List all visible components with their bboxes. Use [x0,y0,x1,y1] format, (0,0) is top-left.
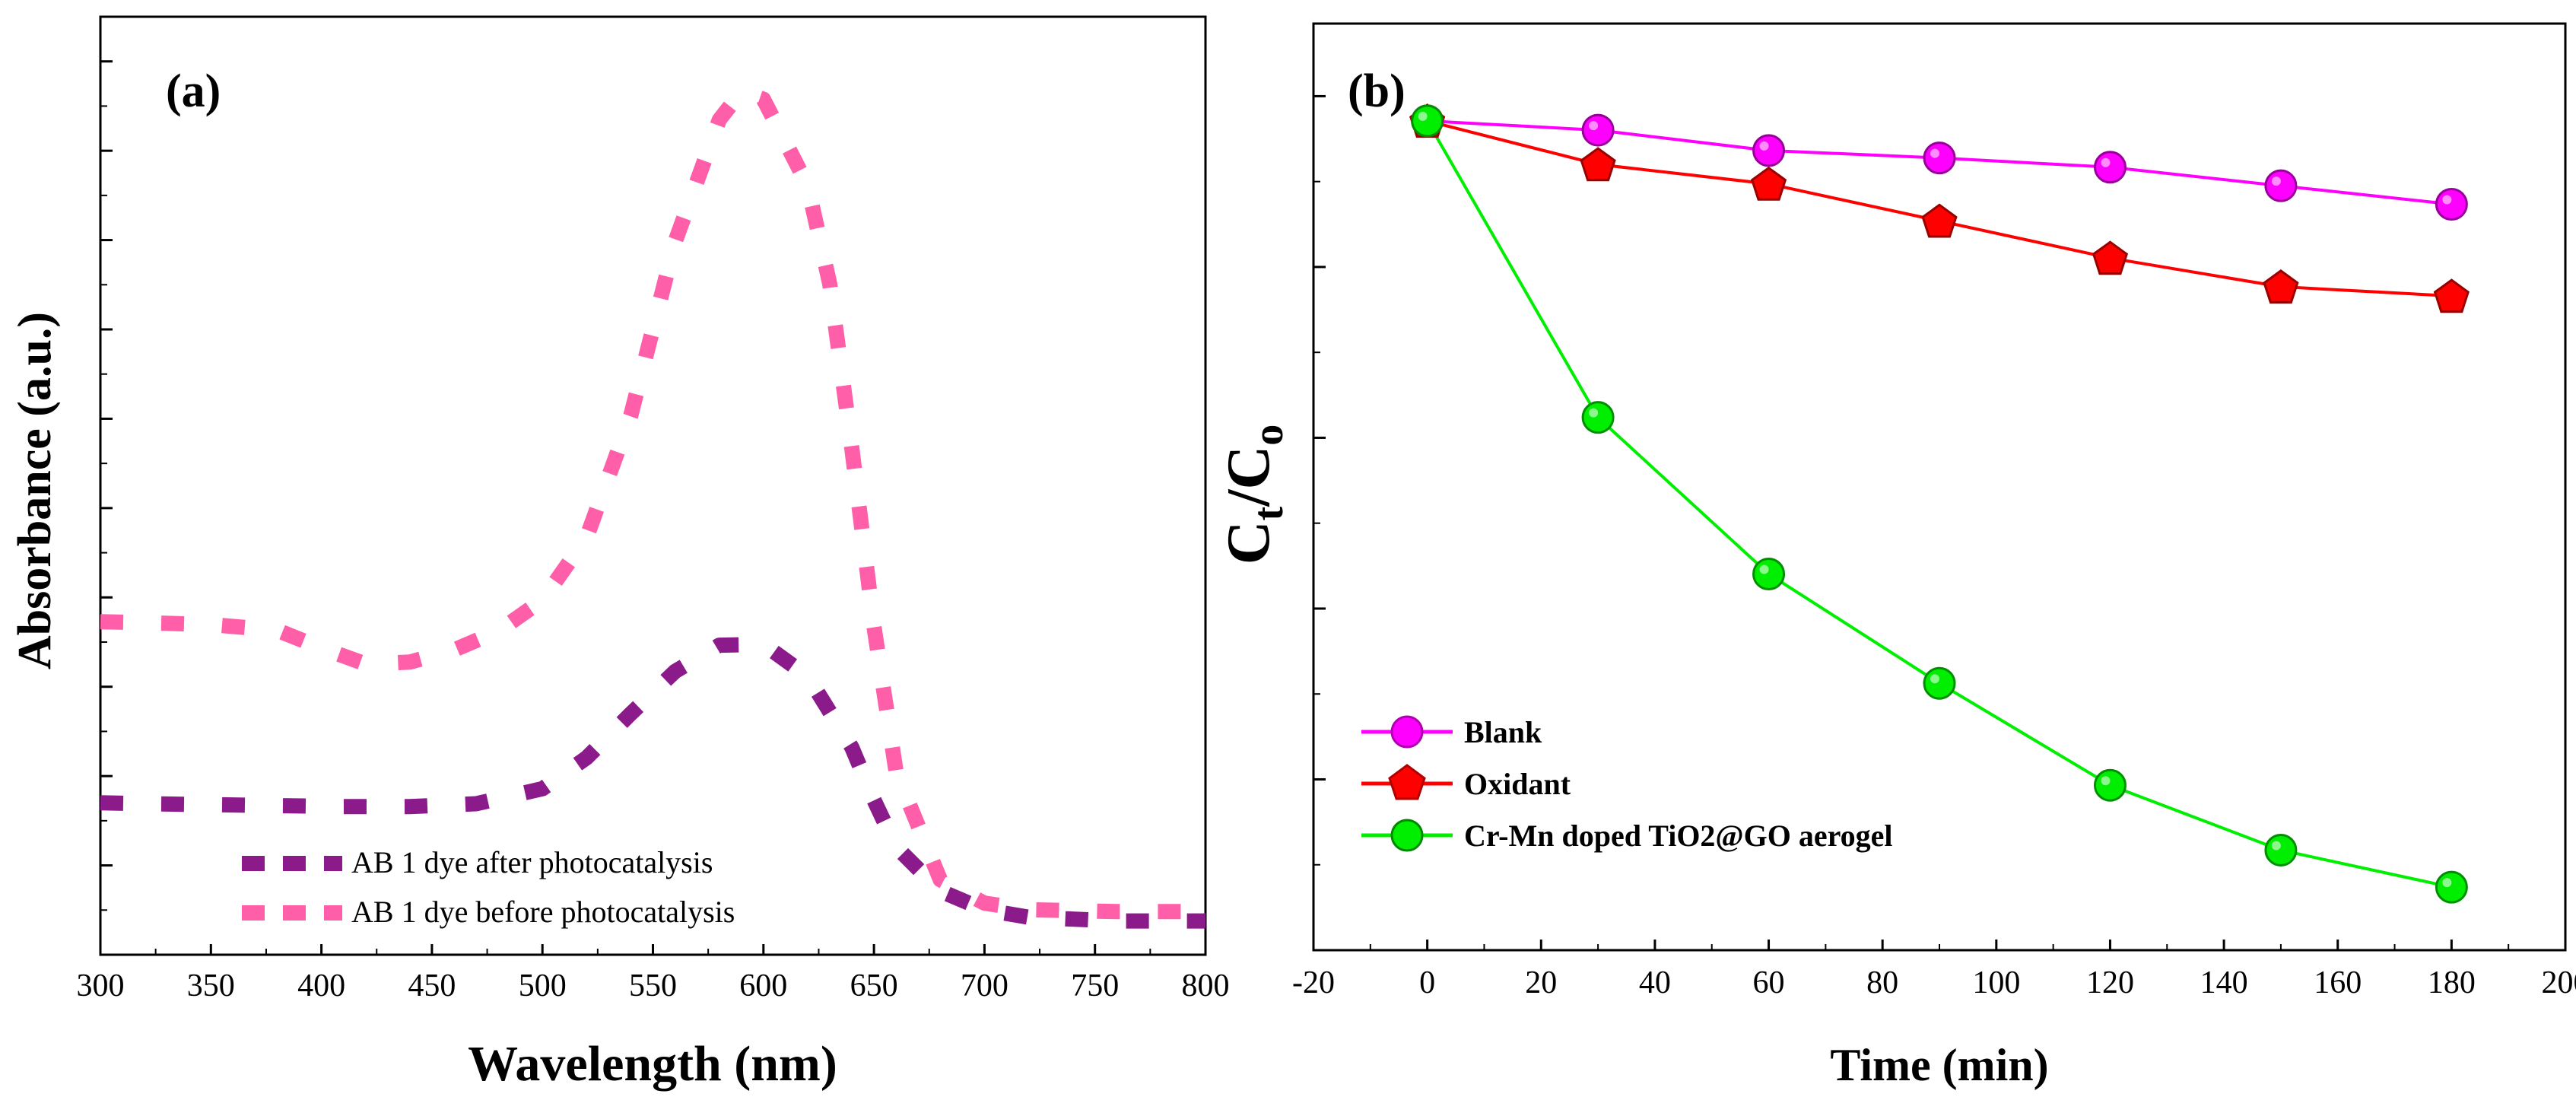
panel-b-y-label-sub-t: t [1245,506,1292,520]
panel-b-point-blank [1581,113,1615,147]
panel-b-point-blank [2435,188,2468,221]
panel-a-x-tick-label: 300 [77,968,125,1003]
panel-b-legend-label-aerogel: Cr-Mn doped TiO2@GO aerogel [1464,819,1893,853]
panel-b-point-blank [1752,134,1786,167]
panel-b-point-highlight [2271,176,2281,186]
panel-b-y-axis-label: Ct/Co [1215,424,1292,564]
panel-b-point-blank [1923,141,1956,175]
panel-a-legend-label-before: AB 1 dye before photocatalysis [351,895,735,929]
panel-a-x-tick-label: 350 [187,968,235,1003]
panel-b-point-aerogel [1923,666,1956,700]
panel-a-x-axis-label: Wavelength (nm) [468,1036,837,1092]
panel-b-x-tick-label: 140 [2200,965,2248,1000]
panel-a-legend: AB 1 dye after photocatalysis AB 1 dye b… [242,845,735,929]
panel-b-y-label-slash-c: /C [1215,446,1282,507]
panel-a-x-tick-label: 450 [408,968,456,1003]
panel-a-y-axis-label: Absorbance (a.u.) [9,312,61,669]
panel-a-ticks [99,60,1207,955]
panel-b-legend-marker-aerogel [1390,819,1424,852]
panel-b-point-highlight [2101,157,2111,167]
panel-b-legend-entry-aerogel: Cr-Mn doped TiO2@GO aerogel [1361,819,1893,853]
panel-b-point-highlight [1930,674,1939,684]
panel-b-legend-entry-oxidant: Oxidant [1361,764,1571,801]
panel-b-point-aerogel [1752,557,1786,590]
panel-b-series [1409,103,2470,904]
panel-b-point-highlight [2271,841,2281,851]
panel-b-point-highlight [2442,878,2452,888]
panel-b-point-oxidant [2263,269,2299,304]
panel-b-legend-marker-oxidant [1388,764,1426,800]
panel-a-x-tick-label: 400 [297,968,345,1003]
panel-a-absorbance-chart: 300 350 400 450 500 550 600 650 700 750 800 (a) Wa… [9,15,1230,1092]
panel-b-x-tick-label: 40 [1639,965,1671,1000]
panel-b-point-aerogel [2093,768,2127,802]
panel-a-label: (a) [166,65,221,117]
svg-text:Ct/Co: Ct/Co [1215,424,1292,564]
panel-b-legend: Blank Oxidant Cr-Mn doped TiO2@GO aeroge… [1361,715,1893,853]
panel-b-label: (b) [1348,65,1406,117]
panel-b-x-tick-label: 200 [2542,965,2576,1000]
panel-a-series-line-before [100,84,1205,920]
panel-b-point-oxidant [1580,147,1616,182]
panel-b-x-tick-label: 0 [1419,965,1435,1000]
panel-b-point-highlight [2101,776,2111,786]
panel-b-point-oxidant [2092,240,2129,275]
panel-b-x-tick-label: 160 [2314,965,2362,1000]
panel-b-point-oxidant [1921,203,1958,238]
panel-b-point-blank [2264,169,2298,202]
panel-b-x-tick-label: 120 [2086,965,2134,1000]
panel-a-x-tick-label: 700 [961,968,1008,1003]
panel-b-legend-marker-blank [1390,715,1424,749]
panel-b-legend-label-blank: Blank [1464,715,1542,749]
panel-b-x-tick-label: 180 [2428,965,2476,1000]
panel-b-point-aerogel [1411,104,1444,138]
panel-a-plot-frame [99,15,1207,956]
panel-b-ticks [1312,94,2567,950]
panel-a-x-tick-label: 650 [850,968,898,1003]
panel-a-x-tick-label: 600 [739,968,787,1003]
panel-b-y-label-sub-o: o [1245,424,1292,446]
panel-b-x-tick-label: 60 [1753,965,1785,1000]
panel-b-x-tick-label: 100 [1972,965,2020,1000]
panel-a-x-tick-labels: 300 350 400 450 500 550 600 650 700 750 800 [77,968,1230,1003]
panel-b-point-highlight [2442,195,2452,205]
panel-a-series-line-after [100,636,1205,929]
panel-a-x-tick-label: 800 [1182,968,1230,1003]
panel-b-point-highlight [1589,408,1599,418]
panel-b-x-tick-label: 80 [1866,965,1898,1000]
panel-b-point-aerogel [2264,833,2298,866]
panel-b-x-axis-label: Time (min) [1830,1040,2048,1090]
panel-a-x-tick-label: 750 [1071,968,1119,1003]
panel-b-point-highlight [1418,111,1428,121]
panel-b-y-label-c1: C [1215,520,1282,564]
panel-b-x-tick-label: -20 [1292,965,1335,1000]
panel-a-legend-label-after: AB 1 dye after photocatalysis [351,845,713,879]
panel-b-point-oxidant [1750,166,1787,201]
panel-a-x-tick-label: 500 [519,968,567,1003]
panel-b-point-aerogel [1581,401,1615,434]
panel-b-point-blank [2093,151,2127,184]
panel-b-kinetics-chart: -20 0 20 40 60 80 100 120 140 160 180 200 (b) Time … [1215,22,2576,1090]
panel-b-point-highlight [1930,148,1939,158]
panel-b-x-tick-labels: -20 0 20 40 60 80 100 120 140 160 180 200 [1292,965,2576,1000]
panel-a-series [100,84,1205,929]
panel-b-legend-label-oxidant: Oxidant [1464,767,1571,801]
panel-b-x-tick-label: 20 [1525,965,1557,1000]
panel-b-point-highlight [1759,141,1769,151]
panel-b-point-highlight [1589,121,1599,131]
panel-b-point-oxidant [2433,278,2470,313]
panel-a-x-tick-label: 550 [629,968,677,1003]
panel-a-legend-entry-after: AB 1 dye after photocatalysis [242,845,713,879]
panel-a-legend-entry-before: AB 1 dye before photocatalysis [242,895,735,929]
panel-b-legend-entry-blank: Blank [1361,715,1542,749]
panel-b-point-aerogel [2435,870,2468,904]
panel-b-point-highlight [1759,564,1769,574]
